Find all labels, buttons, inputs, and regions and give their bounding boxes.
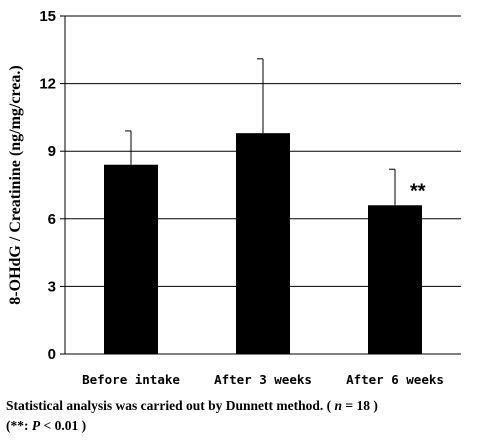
bar-chart: 0 3 6 9 12 15 Before intake After 3 weeks After … <box>7 8 461 387</box>
x-category-label-2: After 3 weeks <box>214 372 312 387</box>
y-tick-label-6: 6 <box>48 211 56 228</box>
x-category-label-3: After 6 weeks <box>346 372 444 387</box>
significance-marker: ** <box>410 180 426 202</box>
caption-line2-prefix: (**: <box>6 418 32 433</box>
bar-2 <box>236 133 290 354</box>
caption-statistics: Statistical analysis was carried out by … <box>6 398 378 414</box>
bar-1 <box>104 164 158 354</box>
y-tick-label-0: 0 <box>48 346 56 363</box>
y-tick-label-15: 15 <box>39 8 56 25</box>
x-category-label-1: Before intake <box>82 372 180 387</box>
y-tick-label-9: 9 <box>48 143 56 160</box>
caption-p-symbol: P <box>31 418 41 433</box>
caption-line1-suffix: = 18 ) <box>342 398 378 413</box>
caption-n-symbol: n <box>334 398 343 413</box>
caption-line2-suffix: < 0.01 ) <box>40 418 87 433</box>
y-axis-label: 8-OHdG / Creatinine (ng/mg/crea.) <box>7 65 24 304</box>
caption-line1-prefix: Statistical analysis was carried out by … <box>6 398 335 413</box>
bar-3 <box>368 205 422 354</box>
y-tick-label-3: 3 <box>48 278 56 295</box>
y-tick-label-12: 12 <box>39 76 56 93</box>
caption-significance: (**: P < 0.01 ) <box>6 418 86 434</box>
